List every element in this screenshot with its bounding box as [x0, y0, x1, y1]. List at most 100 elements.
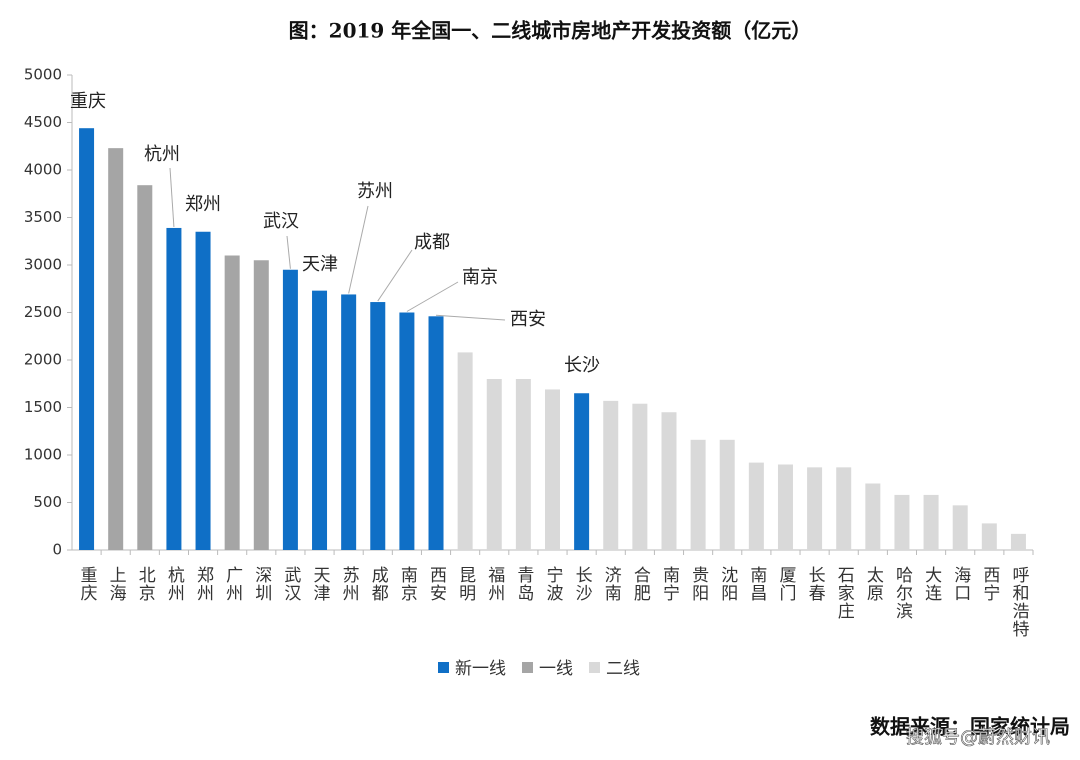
bar — [486, 379, 502, 550]
legend-swatch — [522, 662, 533, 673]
x-tick-label: 呼和浩特 — [1008, 566, 1029, 638]
leader-line — [377, 249, 413, 302]
x-tick-label: 杭州 — [164, 566, 185, 602]
x-tick-label: 厦门 — [775, 566, 796, 602]
x-tick-label: 青岛 — [513, 566, 533, 602]
y-tick-label: 2000 — [24, 351, 62, 369]
x-tick-label: 石家庄 — [834, 566, 855, 620]
x-tick-label: 宁波 — [543, 566, 564, 602]
x-tick-label: 西宁 — [979, 566, 999, 602]
leader-line — [435, 314, 506, 321]
y-tick-label: 1500 — [24, 398, 62, 416]
annotation: 郑州 — [185, 194, 221, 215]
bar — [370, 302, 386, 550]
legend-label: 二线 — [606, 659, 640, 679]
bar — [632, 403, 648, 550]
x-tick-label: 哈尔滨 — [892, 566, 913, 620]
y-tick-label: 0 — [52, 541, 62, 559]
bar — [603, 400, 619, 550]
x-tick-label: 西安 — [426, 566, 446, 602]
bar — [952, 505, 968, 550]
x-tick-label: 郑州 — [193, 566, 214, 602]
x-tick-label: 深圳 — [251, 566, 272, 602]
annotation: 天津 — [302, 254, 338, 275]
annotation: 长沙 — [564, 355, 600, 376]
x-tick-label: 苏州 — [339, 566, 360, 602]
annotation: 南京 — [462, 267, 498, 288]
bar — [515, 379, 531, 550]
x-tick-label: 南昌 — [746, 566, 766, 602]
leader-line — [348, 205, 369, 294]
watermark: 搜狐号@蔚然财讯 — [906, 727, 1050, 748]
bar — [1010, 533, 1026, 550]
annotation: 杭州 — [144, 144, 180, 165]
bar — [399, 312, 415, 550]
bar — [661, 412, 677, 550]
bar — [341, 294, 357, 550]
x-tick-label: 贵阳 — [688, 566, 709, 602]
bar — [428, 316, 444, 550]
leader-line — [286, 235, 291, 269]
x-tick-label: 北京 — [135, 566, 156, 602]
bar — [108, 148, 124, 550]
x-tick-label: 济南 — [601, 566, 622, 602]
bar — [545, 389, 560, 550]
bar — [79, 128, 95, 550]
y-tick-label: 4000 — [24, 161, 62, 179]
annotation: 重庆 — [70, 91, 106, 112]
chart-title: 图：2019 年全国一、二线城市房地产开发投资额（亿元） — [289, 19, 812, 43]
bar — [312, 290, 328, 550]
y-tick-label: 2500 — [24, 303, 62, 321]
x-tick-label: 南京 — [397, 566, 418, 602]
annotation: 西安 — [510, 309, 546, 330]
bar — [748, 462, 764, 550]
legend-swatch — [589, 662, 600, 673]
y-tick-label: 3000 — [24, 256, 62, 274]
bar — [865, 483, 881, 550]
bar — [224, 255, 240, 550]
x-tick-label: 海口 — [950, 566, 971, 602]
y-tick-label: 500 — [33, 493, 62, 511]
legend-label: 一线 — [539, 659, 573, 679]
x-tick-label: 重庆 — [77, 566, 98, 602]
bar — [807, 467, 823, 550]
annotation: 成都 — [414, 232, 450, 253]
x-tick-label: 福州 — [484, 566, 505, 602]
bar — [690, 439, 706, 550]
bar — [282, 269, 298, 550]
x-tick-label: 南宁 — [659, 566, 679, 602]
x-tick-label: 合肥 — [630, 566, 651, 602]
x-tick-label: 昆明 — [455, 566, 475, 602]
bar — [166, 227, 182, 550]
x-tick-label: 上海 — [106, 566, 127, 602]
x-tick-label: 长春 — [805, 566, 826, 602]
bar — [923, 494, 939, 550]
x-tick-label: 天津 — [310, 566, 331, 602]
legend-label: 新一线 — [455, 659, 506, 679]
x-tick-label: 武汉 — [280, 566, 301, 602]
x-tick-label: 太原 — [863, 566, 884, 602]
source: 数据来源：国家统计局 — [870, 715, 1070, 739]
bar — [137, 185, 153, 550]
bar — [836, 467, 852, 550]
bar — [574, 393, 590, 550]
y-tick-label: 1000 — [24, 446, 62, 464]
legend-swatch — [438, 662, 449, 673]
x-tick-label: 长沙 — [572, 566, 593, 602]
y-tick-label: 3500 — [24, 208, 62, 226]
leader-line — [406, 281, 459, 312]
x-tick-label: 成都 — [368, 566, 389, 602]
y-tick-label: 5000 — [24, 66, 62, 84]
x-tick-label: 沈阳 — [717, 566, 738, 602]
bar — [777, 464, 793, 550]
annotation: 苏州 — [357, 181, 393, 202]
leader-line — [169, 167, 175, 227]
bar — [253, 260, 269, 550]
y-tick-label: 4500 — [24, 113, 62, 131]
x-tick-label: 广州 — [222, 566, 243, 602]
bar — [457, 352, 473, 550]
bar — [719, 439, 735, 550]
annotation: 武汉 — [263, 211, 299, 232]
bar — [894, 494, 910, 550]
